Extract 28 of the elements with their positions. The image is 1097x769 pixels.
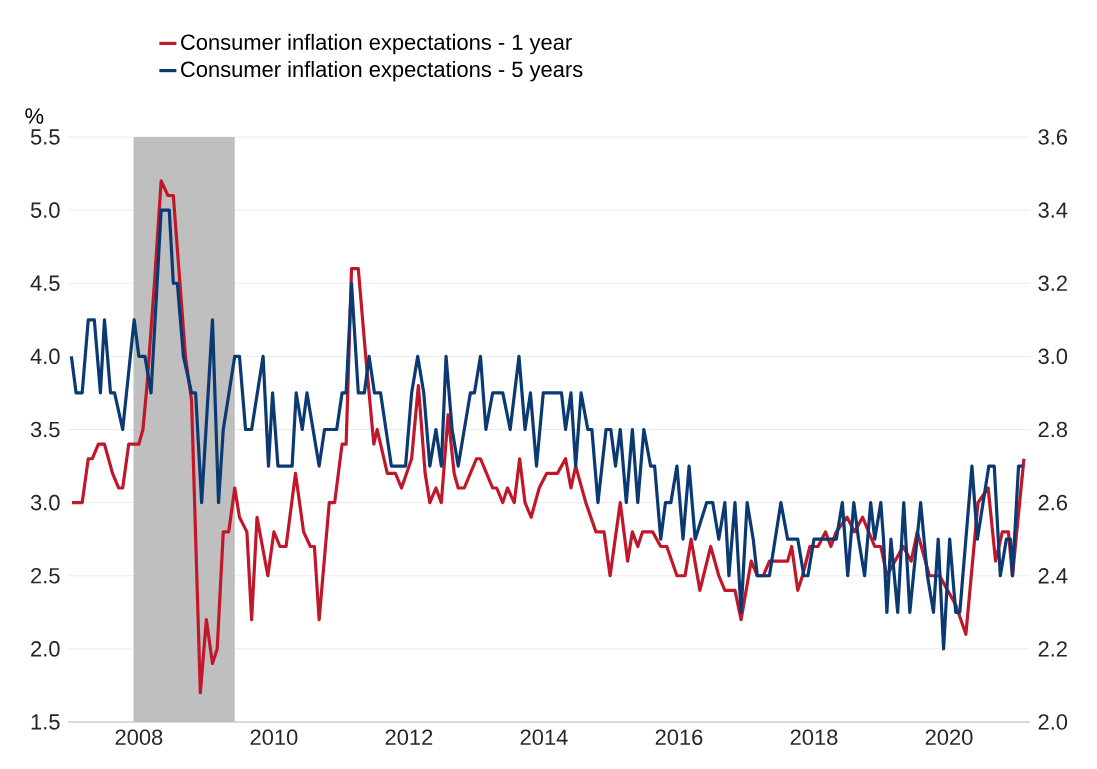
y-axis-title: % [25, 108, 44, 124]
x-tick-label: 2008 [115, 729, 163, 746]
y-tick-label: 2.5 [31, 567, 60, 584]
y2-tick-label: 3.6 [1038, 129, 1068, 145]
x-tick-label: 2014 [520, 729, 568, 746]
x-tick-label: 2012 [385, 729, 433, 746]
y-tick-label: 2.0 [31, 641, 60, 657]
y2-tick-label: 2.6 [1038, 494, 1068, 511]
x-tick-label: 2010 [250, 729, 298, 746]
y-tick-label: 3.0 [30, 494, 60, 511]
y2-tick-label: 2.8 [1038, 421, 1068, 438]
y-tick-label: 5.0 [30, 202, 60, 218]
y2-tick-label: 2.4 [1038, 568, 1068, 584]
y-tick-label: 1.5 [31, 714, 60, 730]
y2-tick-label: 3.2 [1038, 275, 1067, 292]
y2-tick-label: 2.0 [1038, 714, 1068, 730]
legend-label: Consumer inflation expectations - 1 year [181, 33, 572, 55]
x-tick-label: 2016 [655, 729, 703, 746]
y2-tick-label: 3.4 [1038, 202, 1068, 218]
y-tick-label: 4.0 [30, 348, 60, 365]
legend-label: Consumer inflation expectations - 5 years [181, 60, 583, 82]
x-tick-label: 2020 [925, 729, 973, 746]
y2-tick-label: 3.0 [1038, 348, 1068, 365]
x-tick-label: 2018 [790, 729, 838, 746]
y-tick-label: 5.5 [30, 129, 60, 145]
y2-tick-label: 2.2 [1038, 641, 1067, 657]
y-tick-label: 3.5 [30, 421, 60, 438]
y-tick-label: 4.5 [30, 275, 60, 291]
